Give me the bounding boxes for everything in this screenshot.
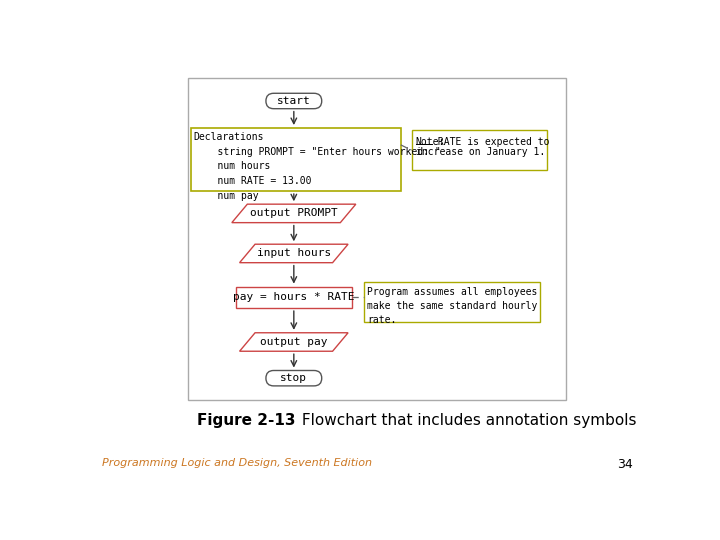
Text: Note:: Note: <box>415 137 445 147</box>
Text: Declarations
    string PROMPT = "Enter hours worked: "
    num hours
    num RA: Declarations string PROMPT = "Enter hour… <box>194 132 441 201</box>
Bar <box>191 128 401 191</box>
Polygon shape <box>240 244 348 262</box>
Text: pay = hours * RATE: pay = hours * RATE <box>233 292 354 302</box>
Text: start: start <box>277 96 311 106</box>
Text: 34: 34 <box>617 457 632 470</box>
Text: increase on January 1.: increase on January 1. <box>415 147 545 157</box>
Bar <box>235 287 352 308</box>
Bar <box>364 282 540 322</box>
Text: Program assumes all employees
make the same standard hourly
rate.: Program assumes all employees make the s… <box>367 287 538 326</box>
Text: output PROMPT: output PROMPT <box>250 208 338 218</box>
Text: RATE is expected to: RATE is expected to <box>432 137 549 147</box>
Polygon shape <box>232 204 356 222</box>
FancyBboxPatch shape <box>266 370 322 386</box>
Text: Programming Logic and Design, Seventh Edition: Programming Logic and Design, Seventh Ed… <box>102 457 372 468</box>
Bar <box>189 78 566 400</box>
Bar <box>412 130 547 170</box>
Polygon shape <box>240 333 348 351</box>
Text: Figure 2-13: Figure 2-13 <box>197 413 295 428</box>
Text: input hours: input hours <box>257 248 331 259</box>
FancyBboxPatch shape <box>266 93 322 109</box>
Text: output pay: output pay <box>260 337 328 347</box>
Text: stop: stop <box>280 373 307 383</box>
Text: Flowchart that includes annotation symbols: Flowchart that includes annotation symbo… <box>297 413 636 428</box>
